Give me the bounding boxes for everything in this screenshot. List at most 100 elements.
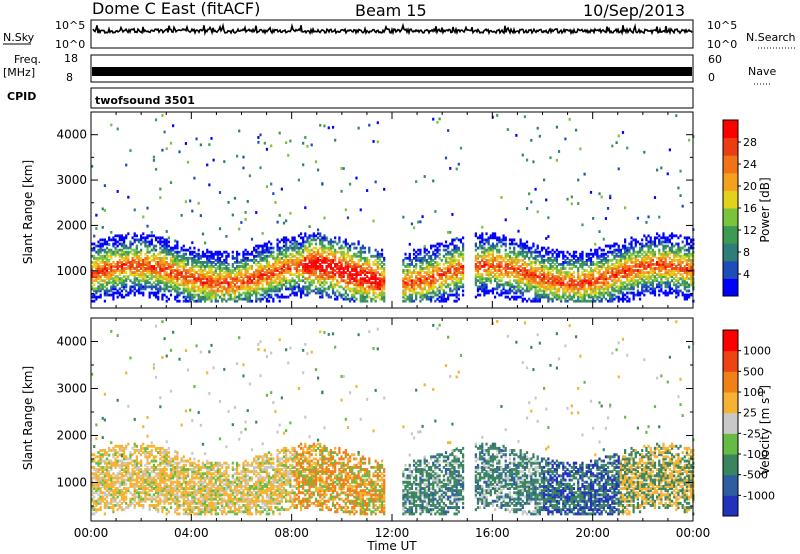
power-cell <box>193 279 196 283</box>
power-cell <box>238 129 241 133</box>
power-cell <box>235 273 239 277</box>
power-cell <box>434 244 437 248</box>
power-cell <box>229 289 232 293</box>
power-cell <box>248 267 251 270</box>
power-cell <box>508 256 512 260</box>
power-cell <box>101 242 104 246</box>
power-cell <box>415 275 418 279</box>
power-cell <box>504 283 507 287</box>
power-cell <box>325 277 328 281</box>
power-cell <box>602 254 605 258</box>
power-cell <box>459 267 463 270</box>
power-cell <box>621 269 625 272</box>
power-cell <box>125 271 128 274</box>
power-cell <box>225 269 228 272</box>
power-cell <box>280 263 283 266</box>
power-cell <box>195 265 198 268</box>
power-cell <box>508 242 512 246</box>
power-cell <box>421 293 424 297</box>
power-cell <box>304 136 307 139</box>
power-cell <box>184 258 188 262</box>
power-cell <box>331 254 335 258</box>
power-cell <box>159 279 162 283</box>
power-cell <box>193 277 196 281</box>
power-cell <box>276 273 279 277</box>
power-cell <box>376 252 379 256</box>
power-cell <box>178 260 181 264</box>
power-cell <box>148 267 151 270</box>
power-cell <box>108 289 111 293</box>
power-cell <box>658 271 661 274</box>
power-cell <box>440 269 443 272</box>
power-cell <box>447 277 450 281</box>
power-cell <box>498 256 501 260</box>
power-cell <box>359 283 362 287</box>
power-cell <box>261 250 264 254</box>
power-cell <box>278 287 281 291</box>
power-cell <box>206 258 209 262</box>
power-cell <box>204 299 207 303</box>
power-cell <box>449 250 452 254</box>
power-cell <box>570 267 573 270</box>
power-cell <box>293 260 296 264</box>
power-cell <box>504 291 507 295</box>
power-cell <box>206 279 209 283</box>
power-cell <box>440 258 443 262</box>
power-cell <box>361 287 364 291</box>
power-cell <box>329 248 332 252</box>
power-cell <box>238 297 241 301</box>
power-cell <box>649 283 652 287</box>
power-cell <box>611 252 614 256</box>
power-cell <box>630 271 633 274</box>
power-cell <box>408 283 411 287</box>
power-cell <box>353 267 356 270</box>
power-cell <box>630 258 633 262</box>
power-cell <box>221 273 224 277</box>
power-cell <box>270 265 273 268</box>
power-cell <box>453 293 456 297</box>
power-cell <box>653 277 657 281</box>
power-cell <box>176 277 179 281</box>
power-cell <box>496 265 499 268</box>
power-cell <box>645 267 648 270</box>
power-cell <box>299 244 303 248</box>
power-cell <box>93 283 96 287</box>
power-cell <box>606 271 610 274</box>
power-cell <box>135 277 138 281</box>
power-cell <box>195 263 198 266</box>
power-cell <box>577 289 580 293</box>
power-cell <box>174 239 177 243</box>
power-cell <box>319 232 322 236</box>
power-cell <box>549 291 552 295</box>
power-cell <box>244 273 247 277</box>
power-cell <box>227 267 230 270</box>
power-cell <box>250 281 254 285</box>
power-cell <box>359 252 362 256</box>
power-cell <box>600 252 603 256</box>
power-cell <box>658 250 661 254</box>
power-cell <box>308 281 311 285</box>
power-cell <box>609 258 612 262</box>
power-cell <box>270 275 273 279</box>
power-cell <box>543 265 546 268</box>
power-cell <box>114 234 117 238</box>
power-cell <box>112 283 115 287</box>
power-cell <box>511 238 514 242</box>
power-cell <box>372 260 375 264</box>
power-cell <box>530 287 533 291</box>
power-cell <box>449 242 452 246</box>
power-cell <box>229 275 232 279</box>
power-cell <box>293 244 296 248</box>
power-cell <box>517 273 520 277</box>
power-cell <box>421 297 424 301</box>
power-cell <box>174 244 177 248</box>
power-cell <box>210 267 213 270</box>
power-cell <box>483 263 486 266</box>
power-cell <box>122 238 126 242</box>
power-cell <box>562 252 565 256</box>
power-cell <box>299 232 303 236</box>
power-cell <box>619 285 622 289</box>
power-cell <box>253 289 256 293</box>
power-cell <box>182 285 185 289</box>
power-cell <box>476 260 480 264</box>
